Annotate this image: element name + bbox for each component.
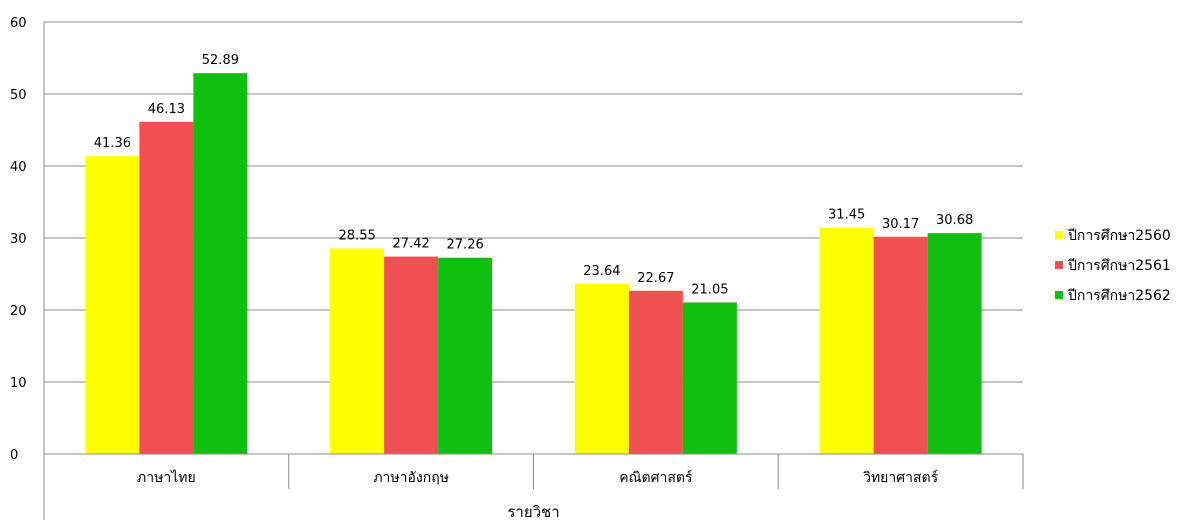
data-label: 23.64 [583,264,620,279]
data-label: 27.26 [447,238,484,253]
y-tick-label: 60 [10,16,27,31]
data-label: 30.17 [882,217,919,232]
y-tick-label: 50 [10,88,27,103]
legend: ปีการศึกษา2560 ปีการศึกษา2561 ปีการศึกษา25… [1055,228,1171,304]
bar [628,290,683,454]
y-tick-label: 40 [10,160,27,175]
legend-swatch [1055,231,1063,239]
y-axis-ticks: 0 10 20 30 40 50 60 [10,16,27,463]
bar [574,283,629,454]
data-label: 46.13 [148,102,185,117]
legend-swatch [1055,261,1063,269]
data-label: 30.68 [936,213,973,228]
data-label: 31.45 [828,208,865,223]
data-label: 22.67 [637,271,674,286]
legend-label: ปีการศึกษา2560 [1068,228,1171,244]
data-label: 27.42 [393,237,430,252]
bar [927,233,982,454]
axes [43,22,1024,520]
y-tick-label: 30 [10,232,27,247]
category-label: ภาษาอังกฤษ [373,470,449,486]
category-labels: ภาษาไทย ภาษาอังกฤษ คณิตศาสตร์ วิทยาศาสตร์ [137,469,939,486]
y-tick-label: 0 [10,448,18,463]
data-label: 28.55 [339,228,376,243]
data-labels: 41.36 46.13 52.89 28.55 27.42 27.26 23.64 22.67… [94,53,973,297]
legend-swatch [1055,291,1063,299]
bar [819,227,874,454]
legend-label: ปีการศึกษา2561 [1068,258,1171,274]
category-label: คณิตศาสตร์ [619,469,693,486]
bar [384,256,439,454]
y-tick-label: 20 [10,304,27,319]
y-tick-label: 10 [10,376,27,391]
data-label: 41.36 [94,136,131,151]
legend-label: ปีการศึกษา2562 [1068,288,1171,304]
data-label: 21.05 [691,282,728,297]
bar [873,236,928,454]
data-label: 52.89 [202,53,239,68]
bar [85,156,140,454]
bar [193,73,248,454]
bar [438,257,493,454]
bar [682,302,737,454]
x-axis-title: รายวิชา [507,503,559,520]
bars [85,73,982,454]
category-label: ภาษาไทย [137,469,196,486]
category-label: วิทยาศาสตร์ [863,469,939,486]
bar [330,248,385,454]
bar [139,121,194,454]
